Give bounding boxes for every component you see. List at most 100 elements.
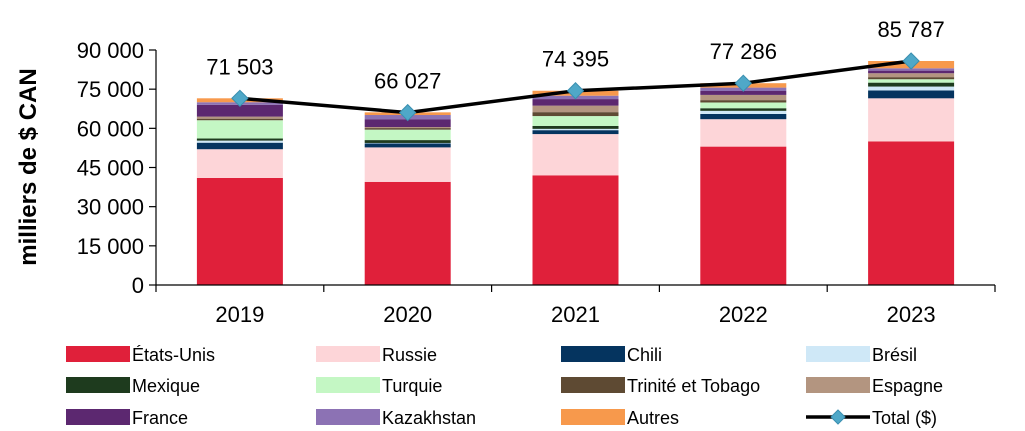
bar-segment xyxy=(700,146,787,285)
legend-label: France xyxy=(132,408,188,428)
bar-segment xyxy=(868,141,955,285)
legend-item: États-Unis xyxy=(66,345,215,365)
legend-item: Kazakhstan xyxy=(316,408,476,428)
bar-segment xyxy=(532,128,619,131)
x-tick-label: 2022 xyxy=(719,302,768,327)
legend-item: Turquie xyxy=(316,376,442,396)
bar-segment xyxy=(700,102,787,109)
x-tick-label: 2020 xyxy=(383,302,432,327)
legend-swatch xyxy=(316,409,380,425)
legend-label: Kazakhstan xyxy=(382,408,476,428)
legend-swatch xyxy=(806,346,870,362)
bar-segment xyxy=(196,140,283,143)
bar-segment xyxy=(700,108,787,111)
legend-label: Espagne xyxy=(872,376,943,396)
legend-swatch xyxy=(316,377,380,393)
total-point xyxy=(566,82,585,100)
legend-item: Brésil xyxy=(806,345,917,365)
bar-segment xyxy=(532,105,619,113)
bar-segment xyxy=(364,127,451,129)
bar-segment xyxy=(196,120,283,139)
total-point xyxy=(902,52,920,70)
legend-swatch xyxy=(806,377,870,393)
x-tick-label: 2019 xyxy=(215,302,264,327)
legend-item: Mexique xyxy=(66,376,200,396)
bar-segment xyxy=(196,149,283,178)
legend-label: Total ($) xyxy=(872,408,937,428)
total-data-label: 66 027 xyxy=(374,69,441,94)
bar-segment xyxy=(868,98,955,142)
legend-item: Total ($) xyxy=(806,408,937,428)
bar-segment xyxy=(196,138,283,141)
legend-label: Mexique xyxy=(132,376,200,396)
y-tick-label: 60 000 xyxy=(77,116,144,141)
legend-swatch xyxy=(316,346,380,362)
legend-label: Brésil xyxy=(872,345,917,365)
y-tick-label: 90 000 xyxy=(77,38,144,63)
bar-segment xyxy=(532,130,619,135)
legend-item: Russie xyxy=(316,345,437,365)
bar-segment xyxy=(196,142,283,150)
bar-segment xyxy=(364,128,451,130)
legend-item: France xyxy=(66,408,188,428)
bar-segment xyxy=(364,140,451,143)
total-data-label: 71 503 xyxy=(206,54,273,79)
total-point xyxy=(231,89,249,108)
bar-segment xyxy=(532,112,619,117)
legend-swatch xyxy=(66,409,130,425)
legend-item: Chili xyxy=(561,345,662,365)
bar-segment xyxy=(364,129,451,141)
bar-segment xyxy=(196,177,283,285)
legend-item: Autres xyxy=(561,408,679,428)
bar-segment xyxy=(364,142,451,144)
legend-label: Chili xyxy=(627,345,662,365)
bar-segment xyxy=(532,175,619,285)
bar-segment xyxy=(868,79,955,83)
legend-swatch xyxy=(561,346,625,362)
bar-segment xyxy=(700,94,787,101)
bar-segment xyxy=(700,100,787,103)
bar-segment xyxy=(700,119,787,147)
legend-item: Trinité et Tobago xyxy=(561,376,760,396)
total-data-label: 85 787 xyxy=(877,17,944,42)
x-tick-label: 2023 xyxy=(887,302,936,327)
bar-segment xyxy=(364,181,451,285)
x-tick-label: 2021 xyxy=(551,302,600,327)
bar-segment xyxy=(196,118,283,121)
legend-label: Russie xyxy=(382,345,437,365)
bar-segment xyxy=(532,116,619,126)
y-axis-label: milliers de $ CAN xyxy=(15,68,42,265)
bar-segment xyxy=(868,90,955,99)
bar-segment xyxy=(868,77,955,80)
bar-segment xyxy=(700,90,787,95)
bar-segment xyxy=(868,86,955,91)
bar-segment xyxy=(364,143,451,148)
legend-item: Espagne xyxy=(806,376,943,396)
total-data-label: 77 286 xyxy=(710,39,777,64)
total-data-label: 74 395 xyxy=(542,47,609,72)
bar-segment xyxy=(196,116,283,119)
y-tick-label: 15 000 xyxy=(77,234,144,259)
bar-segment xyxy=(868,73,955,78)
legend-swatch xyxy=(66,346,130,362)
legend-label: Turquie xyxy=(382,376,442,396)
legend-label: Autres xyxy=(627,408,679,428)
y-tick-label: 75 000 xyxy=(77,77,144,102)
legend-label: Trinité et Tobago xyxy=(627,376,760,396)
bar-segment xyxy=(364,119,451,128)
legend-swatch xyxy=(561,409,625,425)
y-tick-label: 0 xyxy=(132,273,144,298)
legend-marker xyxy=(830,409,846,425)
bar-segment xyxy=(196,104,283,117)
y-tick-label: 30 000 xyxy=(77,195,144,220)
bar-segment xyxy=(532,125,619,129)
bar-segment xyxy=(700,113,787,120)
bar-segment xyxy=(868,82,955,87)
bar-segment xyxy=(532,134,619,176)
total-point xyxy=(734,74,753,92)
bar-segment xyxy=(700,110,787,114)
bar-segment xyxy=(868,70,955,74)
bar-segment xyxy=(532,99,619,106)
bar-segment xyxy=(364,147,451,182)
